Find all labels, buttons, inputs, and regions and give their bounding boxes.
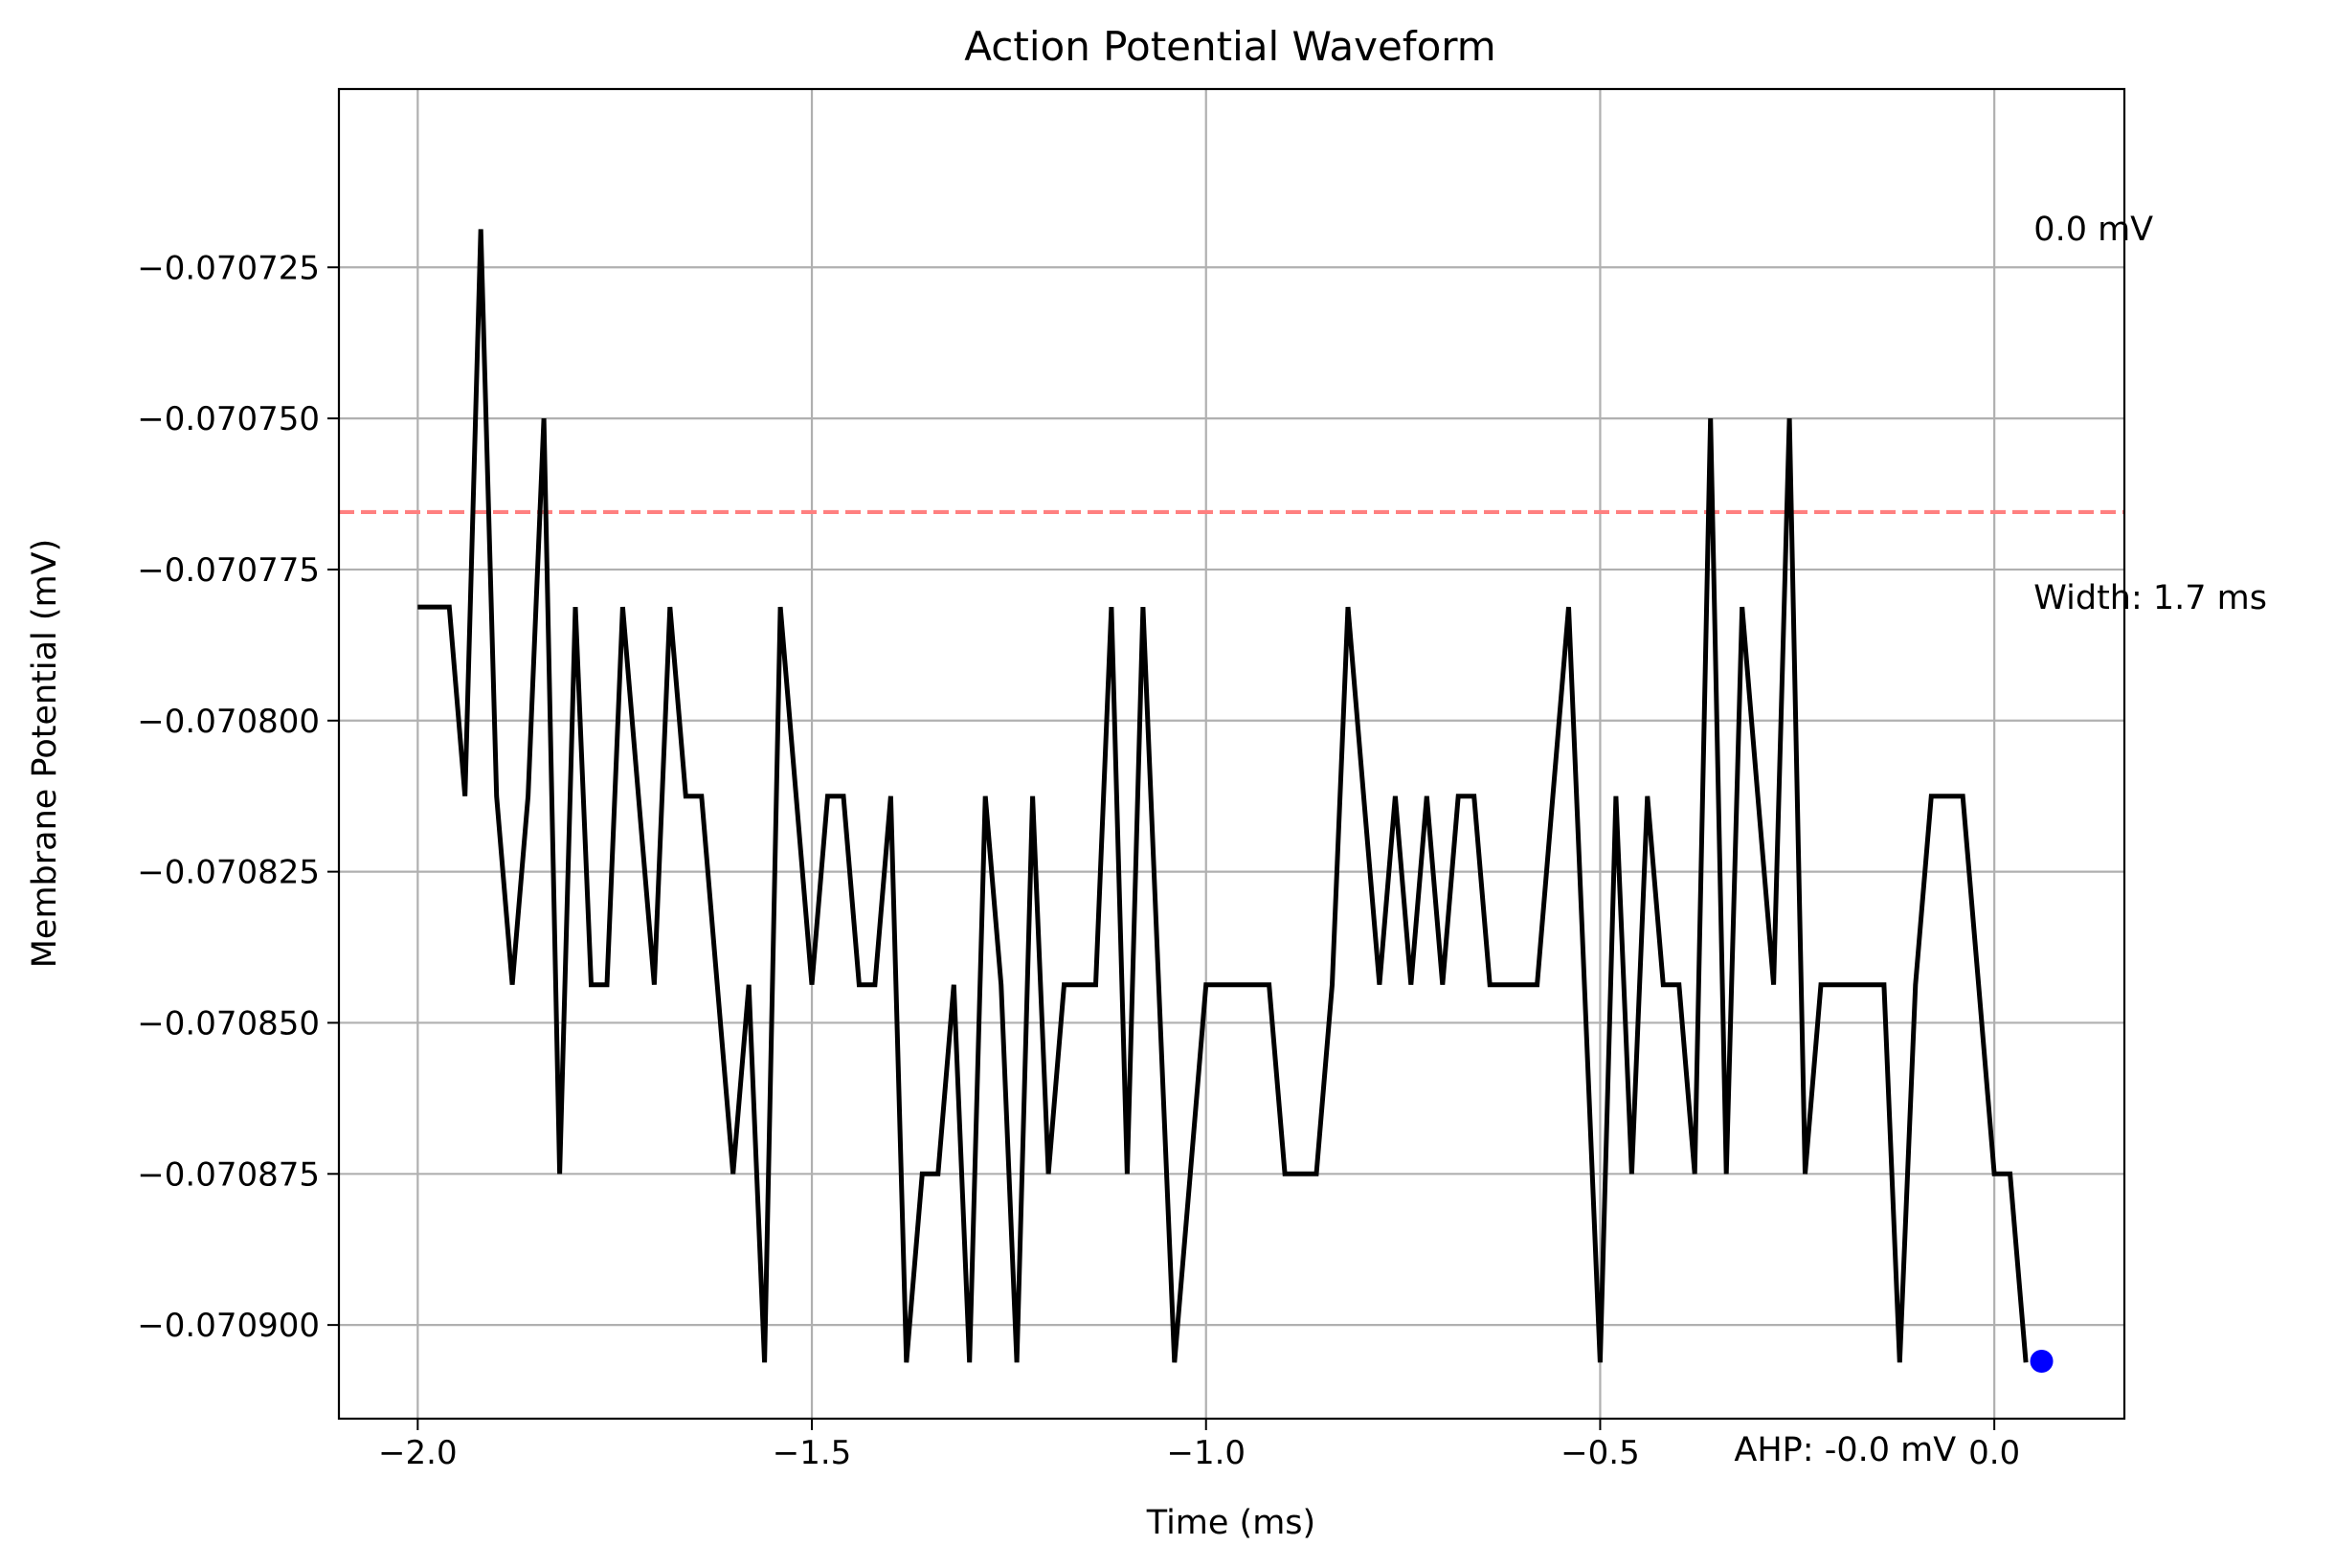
y-tick-label: −0.070750 bbox=[137, 400, 320, 438]
y-tick-label: −0.070775 bbox=[137, 551, 320, 590]
y-tick-label: −0.070850 bbox=[137, 1004, 320, 1042]
series-layer bbox=[417, 229, 2029, 1363]
x-tick-label: −1.5 bbox=[773, 1434, 852, 1472]
x-tick-label: −1.0 bbox=[1166, 1434, 1246, 1472]
y-axis-ticks: −0.070725 −0.070750 −0.070775 −0.070800 −0.0… bbox=[137, 249, 339, 1345]
ahp-annotation: AHP: -0.0 mV bbox=[1734, 1431, 1956, 1469]
y-tick-label: −0.070800 bbox=[137, 703, 320, 741]
x-axis-ticks: −2.0 −1.5 −1.0 −0.5 0.0 bbox=[378, 1419, 2020, 1472]
grid bbox=[339, 89, 2124, 1419]
annotations: 0.0 mV Width: 1.7 ms AHP: -0.0 mV bbox=[1734, 211, 2267, 1469]
waveform-line bbox=[417, 229, 2029, 1363]
x-tick-label: −2.0 bbox=[378, 1434, 458, 1472]
plot-frame bbox=[337, 87, 2126, 1421]
y-tick-label: −0.070725 bbox=[137, 249, 320, 287]
y-tick-label: −0.070875 bbox=[137, 1155, 320, 1194]
y-axis-label: Membrane Potential (mV) bbox=[26, 539, 64, 969]
x-axis-label: Time (ms) bbox=[1146, 1504, 1315, 1542]
ahp-marker bbox=[2030, 1350, 2054, 1374]
width-annotation: Width: 1.7 ms bbox=[2033, 579, 2267, 617]
y-tick-label: −0.070825 bbox=[137, 854, 320, 892]
x-tick-label: −0.5 bbox=[1560, 1434, 1640, 1472]
marker-layer bbox=[2030, 1350, 2054, 1374]
x-tick-label: 0.0 bbox=[1968, 1434, 2020, 1472]
chart-title: Action Potential Waveform bbox=[964, 23, 1495, 70]
y-tick-label: −0.070900 bbox=[137, 1307, 320, 1345]
peak-annotation: 0.0 mV bbox=[2033, 211, 2153, 249]
